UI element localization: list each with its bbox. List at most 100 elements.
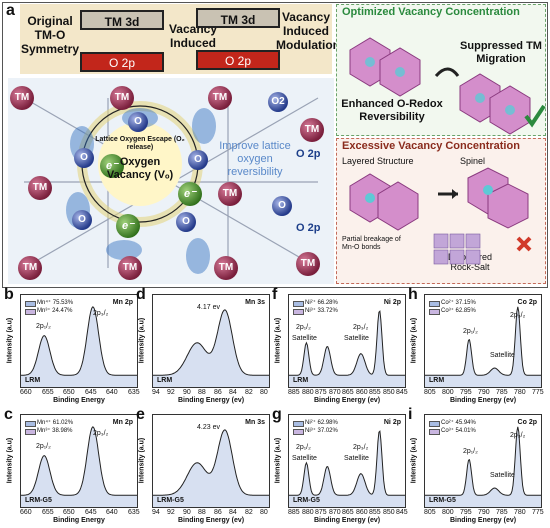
tm-atom: TM — [118, 256, 142, 280]
x-tick-row: 660 655 650 645 640 635 — [20, 509, 140, 518]
x-tick-label: 84 — [229, 509, 237, 516]
legend-swatch — [429, 301, 440, 307]
tm-atom: TM — [110, 86, 134, 110]
tm-atom: TM — [214, 256, 238, 280]
x-tick-label: 80 — [260, 509, 268, 516]
x-tick-label: 650 — [63, 509, 75, 516]
x-tick-label: 640 — [106, 509, 118, 516]
y-axis-label: Intensity (a.u) — [274, 437, 282, 484]
x-tick-label: 875 — [315, 389, 327, 396]
optimized-title: Optimized Vacancy Concentration — [342, 6, 520, 18]
spectrum-plot-area: Mn 3s LRM 4.17 ev — [152, 294, 270, 388]
peak-label: 2p₃/₂ — [93, 310, 109, 317]
legend-swatch — [293, 301, 304, 307]
element-label: Mn 2p — [112, 419, 133, 426]
peak-label: 2p₃/₂ — [93, 430, 109, 437]
legend-swatch — [25, 309, 36, 315]
o2p-side-label: O 2p — [296, 148, 321, 160]
spectrum-curves — [21, 306, 137, 387]
spectrum-plot-area: Mn⁴⁺ 61.02% Mn³⁺ 38.98% Mn 2p LRM-G5 2p₃/₂ 2p… — [20, 414, 138, 508]
x-tick-label: 860 — [356, 509, 368, 516]
peak-label: Satellite — [490, 472, 515, 479]
x-tick-label: 870 — [329, 509, 341, 516]
x-axis-label: Binding Energy (ev) — [313, 517, 381, 524]
spectrum-curves — [153, 429, 269, 507]
x-tick-label: 800 — [442, 509, 454, 516]
x-tick-row: 805 800 795 790 785 780 775 — [424, 509, 544, 518]
x-tick-label: 805 — [424, 389, 436, 396]
x-axis-label: Binding Energy (ev) — [177, 517, 245, 524]
vacancy-modulation-label: Vacancy Induced Modulation — [276, 10, 340, 52]
peak-label: 2p₁/₂ — [296, 324, 311, 331]
panel-letter-h: h — [408, 286, 418, 303]
xps-panel-b: b Mn⁴⁺ 75.53% Mn³⁺ 24.47% Mn 2p LRM 2p₃/₂ 2p₁/… — [4, 286, 142, 408]
spectrum-curves — [153, 309, 269, 387]
x-tick-label: 790 — [478, 509, 490, 516]
x-tick-label: 660 — [20, 389, 32, 396]
legend-swatch — [25, 301, 36, 307]
sample-label: LRM-G5 — [25, 497, 52, 504]
panel-letter-i: i — [408, 406, 413, 423]
peak-label: 2p₃/₂ — [510, 432, 526, 439]
x-tick-label: 88 — [198, 509, 206, 516]
sample-label: LRM — [429, 377, 445, 384]
legend-entry: Co³⁺ 62.85% — [441, 308, 476, 314]
x-tick-label: 845 — [396, 509, 408, 516]
tm-atom: TM — [10, 86, 34, 110]
x-tick-row: 885 880 875 870 865 860 855 850 845 — [288, 509, 408, 518]
x-tick-label: 86 — [214, 509, 222, 516]
x-tick-label: 870 — [329, 389, 341, 396]
excessive-title: Excessive Vacancy Concentration — [342, 140, 520, 152]
sample-label: LRM — [25, 377, 41, 384]
symmetry-strip — [20, 4, 332, 74]
tm-atom: TM — [218, 182, 242, 206]
peak-label: Satellite — [292, 455, 317, 462]
spectrum-line — [425, 426, 541, 496]
check-icon — [524, 104, 546, 128]
legend-swatch — [293, 309, 304, 315]
x-tick-label: 855 — [369, 509, 381, 516]
x-tick-label: 80 — [260, 389, 268, 396]
x-tick-label: 885 — [288, 389, 300, 396]
spectrum-curves — [289, 310, 405, 387]
electron-badge: e⁻ — [116, 214, 140, 238]
peak-label: 2p₁/₂ — [296, 444, 311, 451]
panel-letter-d: d — [136, 286, 146, 303]
x-axis-label: Binding Energy (ev) — [449, 517, 517, 524]
x-tick-label: 780 — [514, 509, 526, 516]
spectrum-line — [153, 309, 269, 376]
spectrum-plot-area: Mn 3s LRM-G5 4.23 ev — [152, 414, 270, 508]
peak-label: 2p₃/₂ — [353, 444, 369, 451]
x-tick-label: 800 — [442, 389, 454, 396]
x-tick-label: 92 — [167, 509, 175, 516]
peak-label: 2p₃/₂ — [510, 312, 526, 319]
x-tick-label: 795 — [460, 509, 472, 516]
spectrum-line — [21, 306, 137, 376]
o-atom: O — [128, 112, 148, 132]
x-tick-label: 850 — [383, 389, 395, 396]
tm-atom: TM — [18, 256, 42, 280]
x-tick-label: 775 — [532, 389, 544, 396]
x-tick-label: 640 — [106, 389, 118, 396]
y-axis-label: Intensity (a.u) — [138, 437, 146, 484]
x-tick-label: 805 — [424, 509, 436, 516]
element-label: Mn 3s — [245, 299, 265, 306]
legend-swatch — [429, 421, 440, 427]
legend-entry: Co²⁺ 45.94% — [441, 420, 476, 426]
x-tick-label: 645 — [85, 389, 97, 396]
x-tick-row: 94 92 90 88 86 84 82 80 — [152, 389, 270, 398]
xps-panel-e: e Mn 3s LRM-G5 4.23 ev Intensity (a.u) 94 92 90… — [136, 406, 274, 528]
xps-panel-d: d Mn 3s LRM 4.17 ev Intensity (a.u) 94 92 90 88 8… — [136, 286, 274, 408]
sample-label: LRM — [157, 377, 173, 384]
legend-entry: Ni³⁺ 37.02% — [305, 428, 338, 434]
sample-label: LRM — [293, 377, 309, 384]
tm-atom: TM — [28, 176, 52, 200]
x-axis-label: Binding Energy (ev) — [313, 397, 381, 404]
y-axis-label: Intensity (a.u) — [410, 317, 418, 364]
x-tick-label: 785 — [496, 389, 508, 396]
spinel-label: Spinel — [460, 156, 486, 166]
peak-label: 4.23 ev — [197, 424, 220, 431]
element-label: Mn 2p — [112, 299, 133, 306]
spectrum-line — [289, 430, 405, 496]
x-tick-label: 650 — [63, 389, 75, 396]
